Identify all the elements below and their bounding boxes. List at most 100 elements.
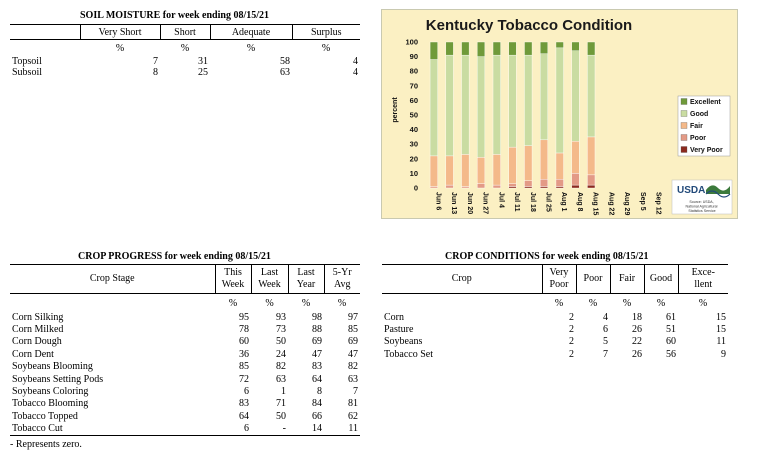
value-cell: 97 [348,311,358,323]
x-tick-label: Jun 20 [466,192,473,214]
value-cell: 25 [198,66,208,78]
row-label: Corn Dough [12,336,62,348]
bar-excellent [508,41,517,56]
bar-very-poor [587,184,596,189]
y-tick-label: 80 [410,67,418,76]
conditions-header: Very Poor [541,264,576,294]
table-row: Corn 2 4 18 61 15 [382,312,728,324]
progress-units-row: % % % % [10,294,360,312]
table-row: Corn Silking 95 93 98 97 [10,312,360,324]
bar-fair [461,154,470,187]
header-text: Very [549,267,569,278]
crop-conditions-table: Crop Very Poor Poor Fair Good Exce-llent … [382,264,728,361]
bar-poor [429,186,438,189]
unit-cell [10,294,215,312]
y-tick-label: 60 [410,96,418,105]
bar-poor [571,173,580,186]
crop-progress-table: Crop Stage This Week Last Week Last Year 5-… [10,264,360,436]
bar-poor [461,186,470,189]
value-cell: 4 [603,311,608,323]
table-row: Corn Dent 36 24 47 47 [10,349,360,361]
header-text: This [224,267,242,278]
table-row: Soybeans 2 5 22 60 11 [382,336,728,348]
row-label: Corn [384,311,404,323]
unit-cell: % [265,297,274,309]
value-cell: 56 [666,348,676,360]
unit-cell: % [622,297,632,309]
value-cell: 62 [348,410,358,422]
header-text: Last [260,267,279,278]
x-tick-label: Jun 27 [482,192,489,214]
x-tick-label: Jun 6 [434,192,441,210]
value-cell: 18 [632,311,642,323]
header-text: Poor [583,273,603,284]
value-cell: 2 [569,336,574,348]
value-cell: 63 [276,373,286,385]
soil-units-row: % % % % [10,40,360,56]
x-tick-label: Sep 5 [639,192,646,211]
progress-header: 5-Yr Avg [323,264,360,294]
value-cell: 66 [312,410,322,422]
unit-cell: % [246,43,256,55]
row-label: Corn Silking [12,311,64,323]
row-label: Soybeans Setting Pods [12,373,104,385]
conditions-header: Fair [609,264,644,294]
y-axis: 0 10 20 30 40 50 60 70 80 90 100 [405,38,418,193]
value-cell: 7 [603,348,608,360]
value-cell: 78 [239,324,249,336]
progress-header-row: Crop Stage This Week Last Week Last Year 5-… [10,264,360,294]
table-row: Soybeans Setting Pods 72 63 64 63 [10,373,360,385]
value-cell: 60 [666,336,676,348]
row-label: Pasture [384,324,414,336]
bar-fair [540,139,548,180]
bar-fair [571,141,580,174]
bar-fair [429,155,438,187]
conditions-units-row: % % % % % [382,294,728,312]
header-text: Good [649,273,673,284]
value-cell: 31 [198,55,208,67]
value-cell: 36 [239,348,249,360]
value-cell: 98 [312,311,322,323]
soil-header-row: Very Short Short Adequate Surplus [10,24,360,40]
bar-good [461,54,470,155]
table-row: Pasture 2 6 26 51 15 [382,324,728,336]
conditions-header: Poor [575,264,610,294]
value-cell: 95 [239,311,249,323]
x-tick-label: Jul 4 [497,192,504,208]
value-cell: 1 [281,386,286,398]
x-tick-label: Jul 11 [513,192,520,212]
value-cell: 47 [312,348,322,360]
value-cell: 5 [603,336,608,348]
progress-header: Last Year [287,264,324,294]
header-text: Week [221,279,245,290]
value-cell: 50 [276,336,286,348]
table-row: Corn Dough 60 50 69 69 [10,336,360,348]
unit-cell: % [554,297,564,309]
x-tick-label: Jul 18 [529,192,536,212]
header-text: Week [258,279,281,290]
soil-header: Surplus [291,24,360,40]
chart-canvas: Kentucky Tobacco Condition percent 0 10 20… [392,17,733,215]
header-text: Avg [334,279,351,290]
value-cell: 14 [288,423,324,436]
header-text: Crop Stage [89,273,135,284]
row-label: Topsoil [12,55,42,67]
bar-very-poor [571,184,580,189]
unit-cell: % [588,297,598,309]
value-cell: 72 [239,373,249,385]
value-cell: 4 [353,55,358,67]
unit-cell: % [321,43,331,55]
table-row: Tobacco Set 2 7 26 56 9 [382,349,728,361]
bar-poor [445,184,454,189]
value-cell: 85 [239,361,249,373]
soil-header: Adequate [209,24,292,40]
unit-cell: % [180,43,190,55]
conditions-header-row: Crop Very Poor Poor Fair Good Exce-llent [382,264,728,294]
value-cell: 63 [348,373,358,385]
value-cell: 22 [632,336,642,348]
bar-poor [524,180,533,187]
value-cell: 26 [632,324,642,336]
x-axis: Jun 6 Jun 13 Jun 20 Jun 27 Jul 4 Jul 11 Jul 18… [434,192,661,215]
bar-excellent [429,41,438,60]
value-cell: 11 [716,336,726,348]
